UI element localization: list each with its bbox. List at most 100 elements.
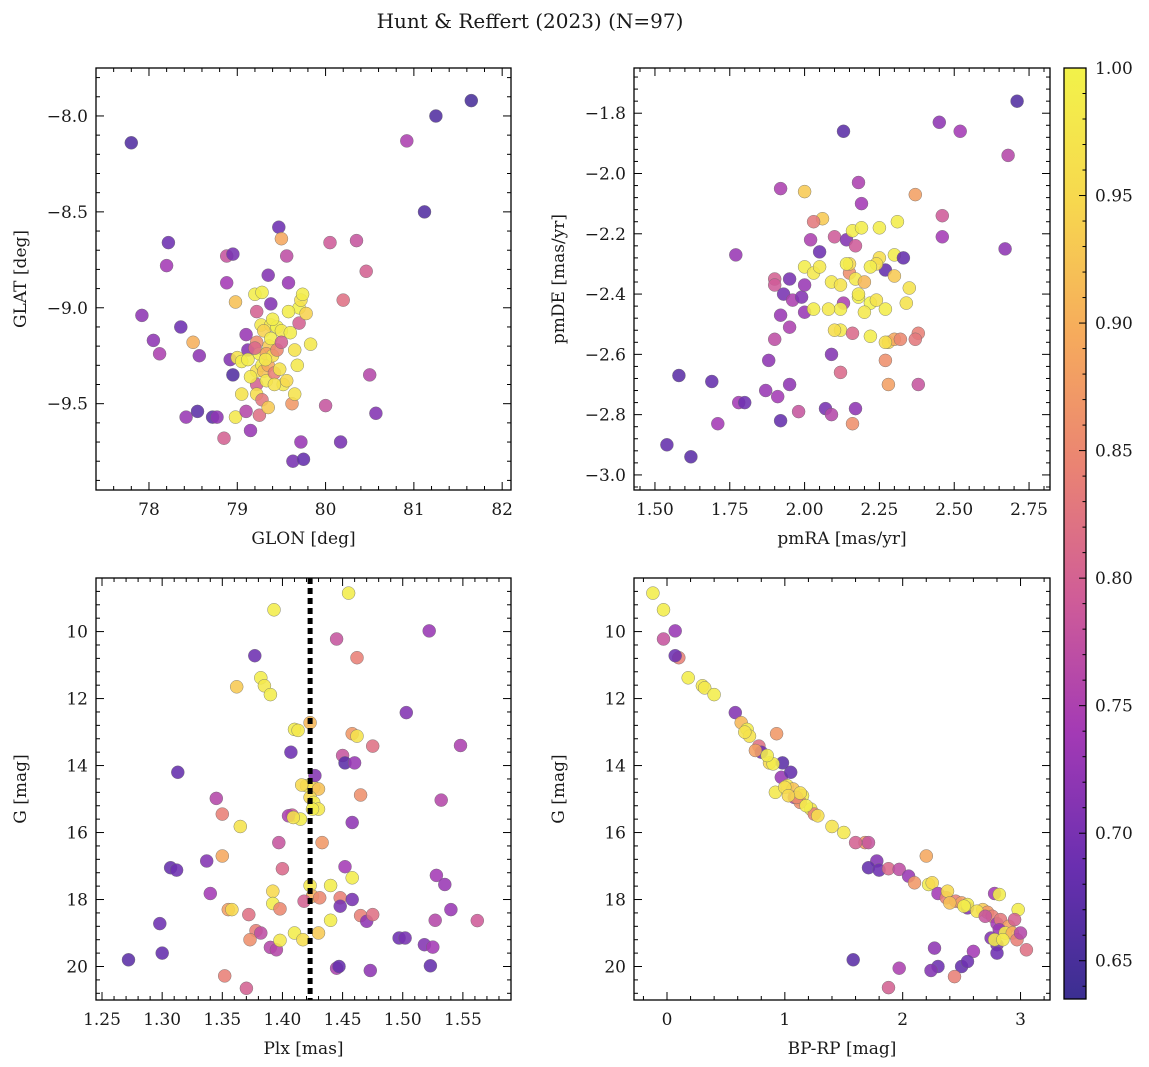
data-point — [264, 297, 278, 311]
data-point — [782, 272, 797, 286]
data-point — [656, 632, 671, 646]
x-axis-label: Plx [mas] — [263, 1039, 343, 1059]
data-point — [288, 343, 302, 357]
data-point — [267, 377, 282, 392]
data-point — [239, 404, 253, 419]
data-point — [911, 377, 925, 392]
data-point — [803, 233, 818, 247]
data-point — [239, 327, 253, 342]
data-point — [225, 902, 239, 917]
data-point — [908, 332, 922, 346]
data-point — [907, 876, 922, 890]
data-point — [705, 374, 719, 389]
data-point — [1001, 148, 1015, 163]
data-point — [781, 789, 796, 803]
y-tick-label: 16 — [66, 824, 88, 844]
colorbar-tick-label: 1.00 — [1095, 59, 1133, 79]
x-axis-label: GLON [deg] — [251, 529, 355, 549]
data-point — [329, 632, 344, 646]
data-point — [464, 93, 478, 108]
data-point — [281, 304, 296, 319]
data-point — [784, 765, 798, 779]
data-point — [186, 335, 200, 349]
data-point — [243, 370, 258, 384]
data-point — [252, 408, 267, 422]
data-point — [1010, 94, 1024, 108]
data-point — [429, 109, 443, 123]
y-tick-label: 16 — [604, 824, 626, 844]
data-point — [332, 959, 346, 974]
data-point — [887, 269, 902, 283]
data-point — [782, 320, 797, 334]
data-point — [226, 247, 240, 261]
x-tick-label: 2.75 — [1010, 500, 1048, 520]
data-point — [738, 395, 752, 410]
data-point — [179, 410, 193, 424]
data-point — [990, 946, 1004, 960]
data-point — [848, 835, 863, 850]
data-point — [444, 902, 458, 917]
data-point — [215, 807, 230, 821]
x-tick-label: 3 — [1015, 1010, 1026, 1030]
data-point — [668, 624, 682, 638]
colorbar-tick-label: 0.70 — [1095, 824, 1133, 844]
data-point — [992, 887, 1006, 902]
data-point — [254, 926, 268, 940]
data-point — [794, 290, 809, 304]
axis-ticks — [634, 577, 1050, 1000]
data-point — [899, 296, 913, 310]
data-point — [927, 941, 942, 955]
data-point — [363, 368, 377, 382]
data-point — [217, 969, 232, 983]
data-point — [919, 849, 933, 863]
colorbar-tick-label: 0.75 — [1095, 697, 1133, 717]
data-point — [286, 810, 300, 825]
data-point — [824, 407, 839, 422]
x-tick-label: 2.25 — [860, 500, 898, 520]
data-point — [863, 260, 878, 274]
data-point — [768, 278, 782, 292]
data-point — [417, 205, 432, 219]
x-axis-label: BP-RP [mag] — [788, 1039, 897, 1059]
data-point — [872, 221, 887, 235]
data-point — [966, 944, 981, 959]
x-tick-label: 80 — [315, 500, 337, 520]
y-tick-label: −2.4 — [585, 285, 626, 305]
data-point — [192, 349, 207, 363]
data-point — [243, 423, 258, 438]
data-point — [135, 308, 149, 323]
data-point — [827, 230, 842, 244]
x-tick-label: 1.75 — [711, 500, 749, 520]
data-point — [996, 933, 1010, 947]
data-point — [199, 854, 214, 868]
data-point — [171, 765, 185, 779]
data-point — [219, 276, 234, 290]
data-point — [806, 302, 821, 316]
axis-ticks — [634, 68, 1050, 490]
y-tick-label: 10 — [66, 623, 88, 643]
data-point — [280, 249, 294, 263]
data-point — [281, 276, 296, 290]
data-point — [851, 287, 866, 301]
y-tick-label: −2.8 — [585, 406, 626, 426]
data-point — [203, 886, 218, 901]
data-point — [978, 909, 992, 923]
y-tick-label: 12 — [604, 690, 626, 710]
x-tick-label: 1.50 — [384, 1010, 422, 1030]
y-tick-label: 14 — [66, 757, 88, 777]
y-tick-label: 18 — [66, 891, 88, 911]
y-tick-label: −8.5 — [47, 203, 88, 223]
data-point — [896, 251, 911, 265]
x-tick-label: 1.45 — [324, 1010, 362, 1030]
x-axis-label: pmRA [mas/yr] — [777, 529, 906, 549]
data-point — [773, 181, 788, 196]
x-tick-label: 82 — [491, 500, 513, 520]
y-tick-label: 12 — [66, 690, 88, 710]
data-point — [806, 214, 821, 229]
data-point — [748, 743, 763, 758]
data-point — [845, 417, 860, 431]
data-point — [226, 368, 240, 382]
colorbar-tick-label: 0.85 — [1095, 442, 1133, 462]
data-point — [836, 124, 851, 139]
